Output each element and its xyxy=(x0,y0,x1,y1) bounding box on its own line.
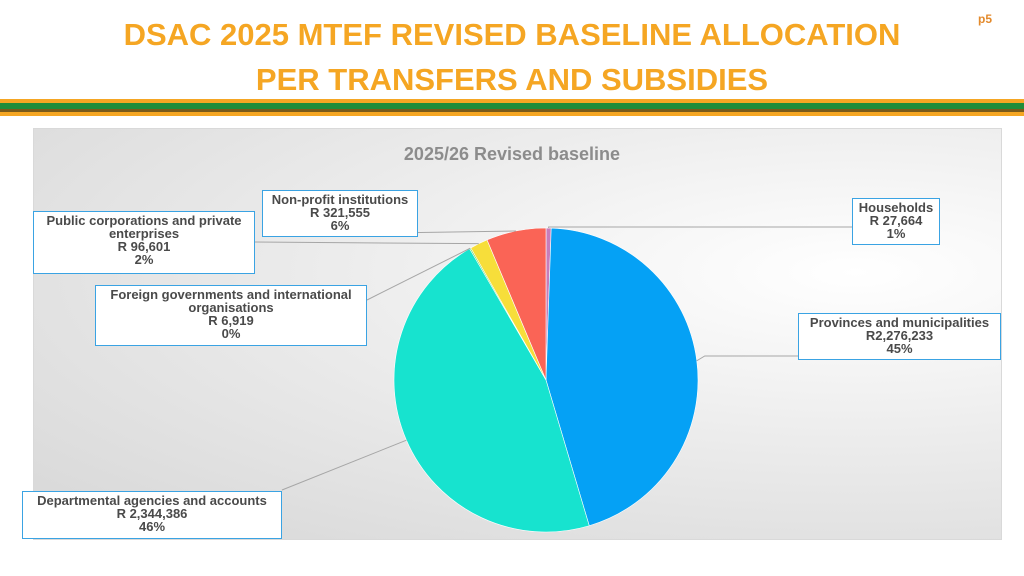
data-label-nonprofit-value: R 321,555 xyxy=(310,205,370,220)
data-label-departmental-name: Departmental agencies and accounts xyxy=(37,493,267,508)
pie-slice-nonprofit xyxy=(486,227,547,381)
decor-stripe-brown xyxy=(0,109,1024,112)
data-label-departmental: Departmental agencies and accounts R 2,3… xyxy=(22,491,282,539)
decor-stripe-green xyxy=(0,103,1024,109)
slide-title-line2: PER TRANSFERS AND SUBSIDIES xyxy=(255,62,769,97)
data-label-provinces: Provinces and municipalities R2,276,233 … xyxy=(798,313,1001,360)
data-label-provinces-value: R2,276,233 xyxy=(865,328,934,343)
chart-title: 2025/26 Revised baseline xyxy=(403,144,621,164)
data-label-departmental-pct: 46% xyxy=(138,519,166,534)
leader-line-households xyxy=(548,226,852,229)
data-label-households-pct: 1% xyxy=(886,226,906,241)
data-label-departmental-value: R 2,344,386 xyxy=(116,506,188,521)
data-label-public-corps: Public corporations and private enterpri… xyxy=(33,211,255,274)
data-label-foreign-pct: 0% xyxy=(221,326,241,341)
data-label-public-corps-name-2: enterprises xyxy=(108,226,180,241)
data-label-households: Households R 27,664 1% xyxy=(852,198,940,245)
decor-stripe-orange-bottom xyxy=(0,112,1024,116)
leader-line-departmental xyxy=(281,439,407,491)
leader-line-provinces xyxy=(696,355,830,362)
data-label-foreign-name-2: organisations xyxy=(188,300,274,315)
page-number: p5 xyxy=(978,12,993,26)
data-label-provinces-name: Provinces and municipalities xyxy=(809,315,990,330)
data-label-provinces-pct: 45% xyxy=(886,341,913,356)
data-label-foreign-name-1: Foreign governments and international xyxy=(110,287,352,302)
leader-line-foreign xyxy=(366,247,471,301)
decor-stripe-orange xyxy=(0,99,1024,103)
data-label-nonprofit-pct: 6% xyxy=(330,218,350,233)
slide-title-line1: DSAC 2025 MTEF REVISED BASELINE ALLOCATI… xyxy=(123,17,901,52)
data-label-public-corps-name-1: Public corporations and private xyxy=(46,213,242,228)
data-label-households-value: R 27,664 xyxy=(869,213,923,228)
pie-slice-departmental xyxy=(393,248,590,533)
leader-line-public-corps xyxy=(254,241,479,245)
slide-title: DSAC 2025 MTEF REVISED BASELINE ALLOCATI… xyxy=(0,12,1024,102)
data-label-foreign-value: R 6,919 xyxy=(208,313,254,328)
data-label-public-corps-pct: 2% xyxy=(134,252,154,267)
data-label-households-name: Households xyxy=(858,200,934,215)
data-label-nonprofit-name: Non-profit institutions xyxy=(271,192,409,207)
data-label-foreign: Foreign governments and international or… xyxy=(95,285,367,346)
data-label-public-corps-value: R 96,601 xyxy=(117,239,171,254)
data-label-nonprofit: Non-profit institutions R 321,555 6% xyxy=(262,190,418,237)
